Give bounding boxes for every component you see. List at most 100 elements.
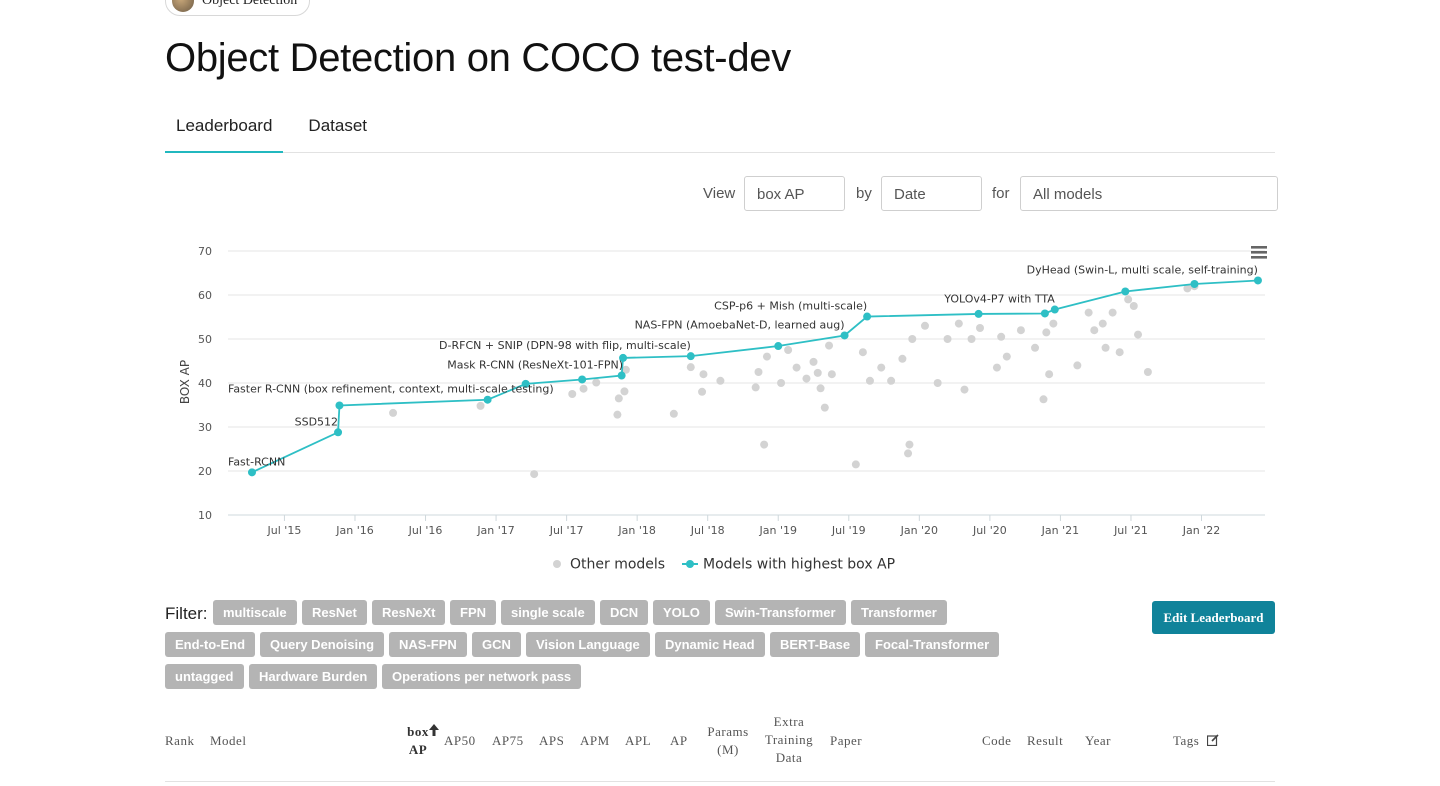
other-model-point[interactable] <box>825 341 834 350</box>
other-model-point[interactable] <box>716 376 725 385</box>
filter-tag-bert-base[interactable]: BERT-Base <box>770 632 861 657</box>
other-model-point[interactable] <box>865 376 874 385</box>
filter-tag-resnet[interactable]: ResNet <box>302 600 367 625</box>
other-model-point[interactable] <box>887 376 896 385</box>
legend-other-models[interactable]: Other models <box>553 557 665 573</box>
chart-menu-icon[interactable] <box>1251 246 1267 259</box>
legend-best-models[interactable]: Models with highest box AP <box>682 557 895 573</box>
other-model-point[interactable] <box>1084 308 1093 317</box>
best-model-point[interactable] <box>334 428 343 437</box>
col-code[interactable]: Code <box>982 733 1012 748</box>
filter-tag-dcn[interactable]: DCN <box>600 600 649 625</box>
tab-leaderboard[interactable]: Leaderboard <box>165 104 284 153</box>
other-model-point[interactable] <box>476 401 485 410</box>
edit-leaderboard-button[interactable]: Edit Leaderboard <box>1152 601 1275 634</box>
best-model-point[interactable] <box>774 342 783 351</box>
best-model-point[interactable] <box>619 353 628 362</box>
breadcrumb-task-chip[interactable]: Object Detection <box>165 0 311 16</box>
best-model-point[interactable] <box>247 468 256 477</box>
best-model-point[interactable] <box>1121 287 1130 296</box>
other-model-point[interactable] <box>1108 308 1117 317</box>
col-ap[interactable]: AP <box>670 733 688 748</box>
col-ap50[interactable]: AP50 <box>444 733 476 748</box>
other-model-point[interactable] <box>1124 295 1133 304</box>
col-model[interactable]: Model <box>210 733 247 748</box>
col-apm[interactable]: APM <box>580 733 610 748</box>
other-model-point[interactable] <box>1115 348 1124 357</box>
col-box-ap[interactable]: box AP <box>403 723 433 759</box>
other-model-point[interactable] <box>1016 326 1025 335</box>
other-model-point[interactable] <box>621 365 630 374</box>
other-model-point[interactable] <box>997 332 1006 341</box>
other-model-point[interactable] <box>1090 326 1099 335</box>
other-model-point[interactable] <box>669 409 678 418</box>
other-model-point[interactable] <box>809 357 818 366</box>
other-model-point[interactable] <box>614 394 623 403</box>
other-model-point[interactable] <box>877 363 886 372</box>
other-model-point[interactable] <box>792 363 801 372</box>
other-model-point[interactable] <box>816 384 825 393</box>
filter-tag-gcn[interactable]: GCN <box>472 632 521 657</box>
col-extra-training-data[interactable]: Extra Training Data <box>764 714 814 765</box>
other-model-point[interactable] <box>1129 302 1138 310</box>
other-model-point[interactable] <box>762 352 771 361</box>
other-model-point[interactable] <box>1134 330 1143 339</box>
filter-tag-multiscale[interactable]: multiscale <box>213 600 297 625</box>
filter-tag-transformer[interactable]: Transformer <box>851 600 947 625</box>
other-model-point[interactable] <box>960 385 969 394</box>
metric-select[interactable]: box AP <box>744 176 845 211</box>
best-model-point[interactable] <box>1253 276 1262 285</box>
filter-tag-hardware-burden[interactable]: Hardware Burden <box>249 664 378 689</box>
other-model-point[interactable] <box>827 370 836 379</box>
col-paper[interactable]: Paper <box>830 733 863 748</box>
other-model-point[interactable] <box>620 387 629 396</box>
best-model-point[interactable] <box>1050 305 1059 314</box>
other-model-point[interactable] <box>784 346 793 354</box>
other-model-point[interactable] <box>699 370 708 379</box>
other-model-point[interactable] <box>1042 328 1051 337</box>
best-model-point[interactable] <box>578 375 587 384</box>
other-model-point[interactable] <box>698 387 707 396</box>
other-model-point[interactable] <box>777 379 786 387</box>
other-model-point[interactable] <box>568 390 577 398</box>
best-model-point[interactable] <box>335 401 344 410</box>
other-model-point[interactable] <box>820 403 829 412</box>
other-model-point[interactable] <box>754 368 763 376</box>
best-model-point[interactable] <box>974 309 983 318</box>
col-year[interactable]: Year <box>1085 733 1111 748</box>
other-model-point[interactable] <box>813 368 822 377</box>
other-model-point[interactable] <box>858 348 867 357</box>
other-model-point[interactable] <box>933 379 942 387</box>
col-result[interactable]: Result <box>1027 733 1064 748</box>
best-model-point[interactable] <box>617 371 626 380</box>
other-model-point[interactable] <box>1073 361 1082 370</box>
best-model-point[interactable] <box>1190 280 1199 288</box>
other-model-point[interactable] <box>1002 352 1011 361</box>
other-model-point[interactable] <box>1039 395 1048 404</box>
filter-tag-fpn[interactable]: FPN <box>450 600 496 625</box>
best-model-point[interactable] <box>686 352 695 361</box>
other-model-point[interactable] <box>954 319 963 328</box>
tab-dataset[interactable]: Dataset <box>308 116 368 135</box>
filter-tag-yolo[interactable]: YOLO <box>653 600 710 625</box>
col-rank[interactable]: Rank <box>165 733 195 748</box>
other-model-point[interactable] <box>898 354 907 363</box>
other-model-point[interactable] <box>1031 343 1040 352</box>
best-model-point[interactable] <box>483 395 492 404</box>
other-model-point[interactable] <box>1143 368 1152 376</box>
models-select[interactable]: All models <box>1020 176 1278 211</box>
other-model-point[interactable] <box>389 408 398 417</box>
best-model-point[interactable] <box>863 312 872 321</box>
col-ap75[interactable]: AP75 <box>492 733 524 748</box>
filter-tag-swin-transformer[interactable]: Swin-Transformer <box>715 600 846 625</box>
other-model-point[interactable] <box>579 384 588 393</box>
other-model-point[interactable] <box>904 449 913 458</box>
other-model-point[interactable] <box>802 374 811 383</box>
col-params[interactable]: Params (M) <box>707 724 749 757</box>
filter-tag-query-denoising[interactable]: Query Denoising <box>260 632 385 657</box>
best-model-point[interactable] <box>840 331 849 340</box>
best-model-point[interactable] <box>521 379 530 388</box>
col-tags[interactable]: Tags <box>1173 732 1199 750</box>
other-model-point[interactable] <box>943 335 952 343</box>
other-model-point[interactable] <box>908 335 917 343</box>
